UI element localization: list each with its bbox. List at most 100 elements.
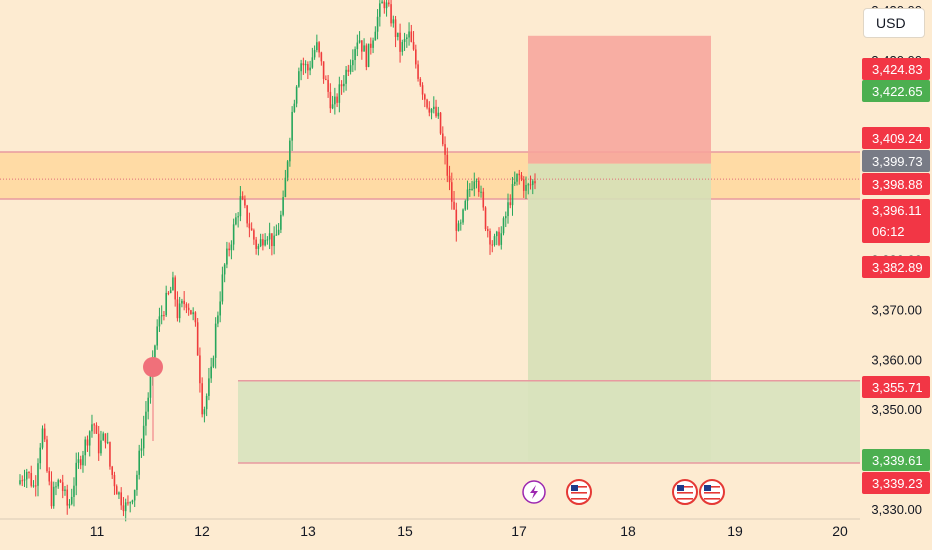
flag-stripe [571,495,587,497]
candle-body [210,366,212,379]
candle-body [437,112,440,117]
candle-body [50,481,53,507]
candle-body [118,492,120,495]
candle-body [176,299,179,319]
candle-body [79,459,82,466]
candle-body [444,144,446,155]
candle-body [446,154,449,176]
candle-body [349,65,352,72]
candle-body [19,480,21,485]
candle-body [91,424,93,432]
candle-body [498,231,500,245]
candle-body [183,300,185,305]
candle-body [352,60,354,66]
candle-body [57,480,60,487]
price-tag-label: 3,399.73 [872,154,923,169]
flag-stripe [704,486,720,488]
candle-body [160,315,163,317]
candle-body [163,315,165,317]
candle-body [32,485,35,487]
candle-body [489,230,491,245]
candle-body [329,91,332,109]
currency-selector-button[interactable]: USD [863,8,925,38]
candle-body [124,502,127,512]
candle-body [196,322,199,356]
candle-body [217,315,219,324]
candle-body [363,45,365,52]
candle-body [275,234,278,236]
price-tag-label: 3,339.23 [872,476,923,491]
candle-body [192,312,194,315]
candle-body [334,96,336,105]
candle-body [34,485,37,487]
candle-body [172,277,174,291]
candle-body [271,233,273,247]
candle-body [367,43,370,67]
time-axis-tick: 15 [397,523,413,539]
candle-body [289,140,291,162]
candle-body [374,31,377,41]
candle-body [185,304,188,308]
candle-body [165,292,167,316]
candle-body [484,207,487,230]
candle-body [361,40,363,52]
candle-body [300,63,302,72]
candle-body [513,181,516,184]
flag-stripe [677,486,693,488]
candle-body [30,473,33,486]
candle-body [448,175,451,183]
candle-body [419,78,422,86]
candle-body [280,214,282,230]
candle-body [309,67,311,71]
candle-body [232,224,235,245]
candle-body [534,181,536,184]
price-tag-label: 3,409.24 [872,131,923,146]
candle-body [147,397,149,412]
price-tag-countdown: 06:12 [872,224,905,239]
candle-body [397,32,399,37]
candle-body [313,50,316,58]
candle-body [327,79,329,92]
candle-body [527,184,530,186]
candle-body [257,246,260,249]
candle-body [493,236,496,246]
time-axis-tick: 18 [620,523,636,539]
candle-body [522,179,525,191]
candle-body [248,223,251,229]
candle-body [477,180,480,193]
candle-body [284,177,287,198]
candle-body [181,300,183,304]
candle-body [149,376,152,398]
candle-body [325,78,327,80]
zone-demand [238,380,860,463]
flag-stripe [677,498,693,500]
candle-body [320,52,323,62]
candle-body [106,442,109,444]
candle-body [410,31,413,42]
candle-body [502,218,505,234]
candle-body [39,447,42,464]
price-tag [862,80,930,102]
candle-body [219,301,221,316]
candle-body [120,492,123,506]
candle-body [226,248,228,265]
candle-body [338,84,341,103]
candle-body [64,489,66,492]
flag-stripe [571,492,587,494]
candle-body [223,264,226,275]
price-axis-tick: 3,330.00 [871,502,922,517]
flag-canton [704,485,711,491]
candle-body [347,69,350,72]
candle-body [511,183,514,206]
candle-body [93,424,96,426]
candle-body [415,49,417,65]
candle-body [462,209,464,223]
candle-body [262,239,264,246]
price-tag-label: 3,422.65 [872,84,923,99]
candle-body [55,486,57,488]
time-axis[interactable]: 11 12 13 15 17 18 19 20 [90,523,848,539]
lightning-glyph [530,485,538,499]
candle-body [95,425,98,434]
candle-body [277,229,280,235]
